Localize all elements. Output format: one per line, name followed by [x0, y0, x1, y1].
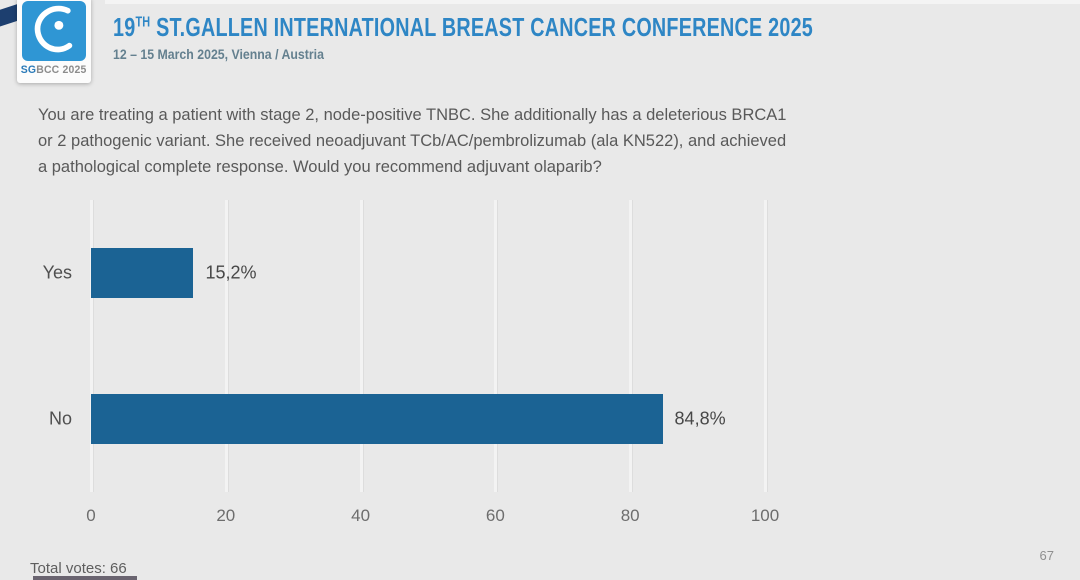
x-tick-label: 0	[86, 506, 96, 525]
poll-question-line: You are treating a patient with stage 2,…	[38, 106, 787, 124]
x-tick-label: 100	[750, 506, 780, 525]
bar-row: Yes 15,2%	[43, 200, 765, 346]
sgbcc-logo-icon	[22, 1, 86, 61]
plot-area: Yes 15,2% No 84,8%	[43, 200, 767, 492]
gridline	[90, 200, 93, 492]
value-label-no: 84,8%	[674, 408, 726, 429]
total-votes: Total votes: 66	[30, 560, 127, 577]
x-tick-label: 20	[216, 506, 236, 525]
gridline	[629, 200, 633, 492]
category-label-yes: Yes	[42, 262, 72, 283]
poll-question: You are treating a patient with stage 2,…	[38, 102, 998, 180]
conference-title-ordinal: TH	[135, 14, 151, 31]
x-axis: 0 20 40 60 80 100	[86, 506, 779, 530]
page-number: 67	[1039, 548, 1054, 563]
gridline	[494, 200, 498, 492]
conference-subtitle: 12 – 15 March 2025, Vienna / Austria	[113, 46, 324, 62]
x-tick-label: 40	[351, 506, 371, 525]
conference-title: 19TH ST.GALLEN INTERNATIONAL BREAST CANC…	[113, 12, 813, 43]
gridline	[764, 200, 767, 492]
gridline	[224, 200, 228, 492]
breast-logo-icon	[34, 5, 73, 53]
category-label-no: No	[48, 408, 72, 429]
bar-no	[91, 394, 663, 444]
value-label-yes: 15,2%	[205, 262, 257, 283]
logo-caption-rest: BCC 2025	[36, 64, 87, 76]
poll-bar-chart: Yes 15,2% No 84,8% 0 20 40 60 80 100	[0, 200, 1080, 540]
x-tick-label: 80	[620, 506, 640, 525]
slide-top-edge	[105, 0, 1080, 4]
logo-caption: SGBCC 2025	[21, 64, 87, 76]
bar-row: No 84,8%	[49, 346, 765, 492]
x-tick-label: 60	[485, 506, 505, 525]
progress-bar-remnant	[33, 576, 137, 580]
logo-caption-sg: SG	[21, 64, 37, 76]
conference-title-text: ST.GALLEN INTERNATIONAL BREAST CANCER CO…	[150, 12, 814, 42]
sgbcc-logo-card: SGBCC 2025	[17, 0, 91, 83]
bar-yes	[91, 248, 194, 298]
conference-title-number: 19	[113, 12, 136, 42]
poll-question-line: or 2 pathogenic variant. She received ne…	[38, 132, 787, 150]
poll-question-line: a pathological complete response. Would …	[38, 158, 602, 176]
gridline	[359, 200, 363, 492]
